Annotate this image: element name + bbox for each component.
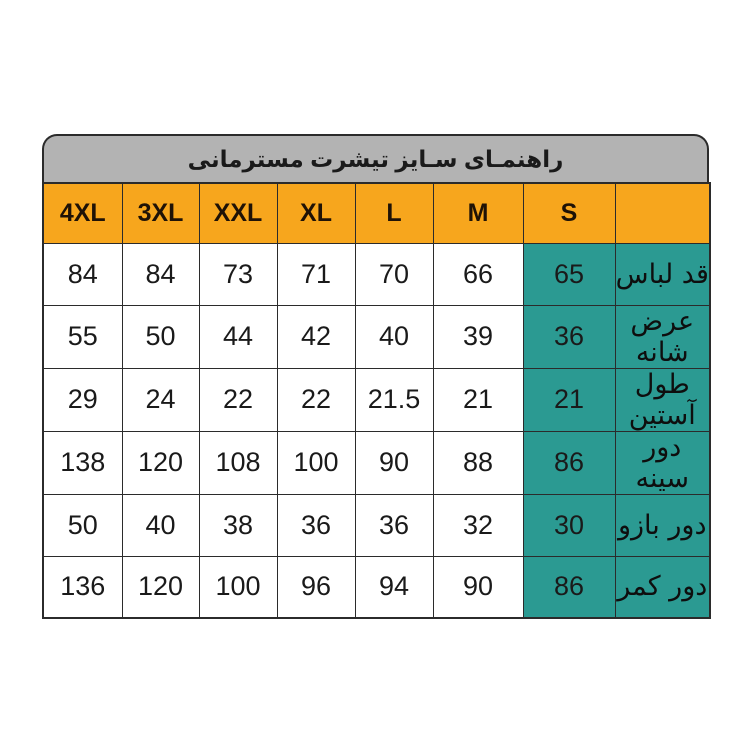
size-header-empty (614, 182, 711, 244)
row-label: طول آستین (614, 367, 711, 432)
cell-value: 136 (42, 555, 123, 619)
cell-value: 36 (276, 493, 356, 557)
cell-value: 38 (198, 493, 278, 557)
size-header-row: 4XL 3XL XXL XL L M S (42, 182, 711, 244)
cell-value: 44 (198, 304, 278, 369)
cell-value: 36 (354, 493, 434, 557)
cell-value: 94 (354, 555, 434, 619)
cell-value: 40 (354, 304, 434, 369)
size-header-xxl: XXL (198, 182, 278, 244)
table-row-sleeve-length: 29 24 22 22 21.5 21 21 طول آستین (42, 367, 711, 432)
cell-value-s: 86 (522, 555, 616, 619)
table-row-shoulder-width: 55 50 44 42 40 39 36 عرض شانه (42, 304, 711, 369)
row-label: دور بازو (614, 493, 711, 557)
table-title-bar: راهنمـای سـایز تیشرت مسترمانی (42, 134, 709, 182)
size-table: 4XL 3XL XXL XL L M S 84 84 73 71 70 66 6 (42, 182, 711, 619)
cell-value: 50 (121, 304, 200, 369)
cell-value-s: 36 (522, 304, 616, 369)
cell-value: 50 (42, 493, 123, 557)
cell-value: 29 (42, 367, 123, 432)
cell-value: 22 (276, 367, 356, 432)
cell-value-s: 30 (522, 493, 616, 557)
cell-value: 120 (121, 430, 200, 495)
cell-value: 21 (432, 367, 524, 432)
table-row-waist: 136 120 100 96 94 90 86 دور کمر (42, 555, 711, 619)
cell-value: 100 (276, 430, 356, 495)
cell-value: 66 (432, 242, 524, 306)
cell-value: 71 (276, 242, 356, 306)
size-header-l: L (354, 182, 434, 244)
cell-value: 90 (354, 430, 434, 495)
cell-value: 90 (432, 555, 524, 619)
size-header-4xl: 4XL (42, 182, 123, 244)
table-row-chest: 138 120 108 100 90 88 86 دور سینه (42, 430, 711, 495)
row-label: قد لباس (614, 242, 711, 306)
cell-value: 21.5 (354, 367, 434, 432)
cell-value: 32 (432, 493, 524, 557)
cell-value-s: 21 (522, 367, 616, 432)
cell-value-s: 86 (522, 430, 616, 495)
size-header-xl: XL (276, 182, 356, 244)
size-guide-table: راهنمـای سـایز تیشرت مسترمانی 4XL 3XL XX… (42, 134, 711, 619)
cell-value: 138 (42, 430, 123, 495)
cell-value: 108 (198, 430, 278, 495)
cell-value: 88 (432, 430, 524, 495)
cell-value: 55 (42, 304, 123, 369)
table-row-garment-length: 84 84 73 71 70 66 65 قد لباس (42, 242, 711, 306)
size-header-s: S (522, 182, 616, 244)
size-header-m: M (432, 182, 524, 244)
row-label: دور سینه (614, 430, 711, 495)
cell-value: 40 (121, 493, 200, 557)
size-header-3xl: 3XL (121, 182, 200, 244)
cell-value: 120 (121, 555, 200, 619)
table-title: راهنمـای سـایز تیشرت مسترمانی (187, 145, 564, 172)
cell-value-s: 65 (522, 242, 616, 306)
table-row-arm: 50 40 38 36 36 32 30 دور بازو (42, 493, 711, 557)
cell-value: 100 (198, 555, 278, 619)
cell-value: 96 (276, 555, 356, 619)
cell-value: 22 (198, 367, 278, 432)
cell-value: 39 (432, 304, 524, 369)
cell-value: 70 (354, 242, 434, 306)
cell-value: 84 (42, 242, 123, 306)
cell-value: 84 (121, 242, 200, 306)
row-label: عرض شانه (614, 304, 711, 369)
cell-value: 24 (121, 367, 200, 432)
cell-value: 73 (198, 242, 278, 306)
cell-value: 42 (276, 304, 356, 369)
row-label: دور کمر (614, 555, 711, 619)
